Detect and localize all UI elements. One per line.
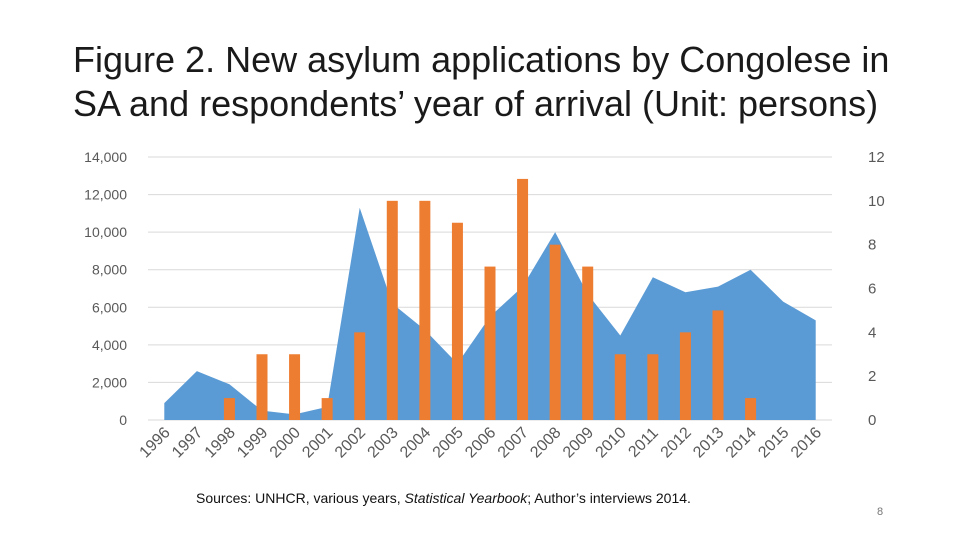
y-right-tick-label: 10 — [868, 193, 885, 210]
x-tick-label: 2001 — [299, 424, 336, 461]
y-right-tick-label: 4 — [868, 324, 876, 341]
x-tick-label: 2002 — [332, 424, 369, 461]
slide-title-line-1: Figure 2. New asylum applications by Con… — [73, 39, 890, 80]
y-left-tick-label: 10,000 — [84, 224, 127, 240]
bar — [484, 266, 496, 420]
x-tick-label: 1996 — [137, 424, 174, 461]
x-tick-label: 2006 — [462, 424, 499, 461]
x-tick-label: 1998 — [202, 424, 239, 461]
y-left-tick-label: 2,000 — [92, 374, 127, 390]
x-tick-label: 2012 — [658, 424, 695, 461]
page-number: 8 — [877, 506, 884, 518]
bar — [679, 332, 691, 420]
bar — [712, 310, 724, 420]
bar — [419, 200, 431, 420]
bar — [614, 354, 626, 420]
y-right-tick-label: 0 — [868, 412, 876, 429]
x-tick-label: 1997 — [169, 424, 206, 461]
bar — [223, 398, 235, 420]
y-left-tick-label: 4,000 — [92, 337, 127, 353]
y-right-tick-label: 12 — [868, 149, 885, 166]
x-tick-label: 2005 — [430, 424, 467, 461]
x-tick-label: 2008 — [527, 424, 564, 461]
y-right-tick-label: 6 — [868, 281, 876, 298]
bar — [517, 178, 529, 420]
x-tick-label: 2009 — [560, 424, 597, 461]
slide-title: Figure 2. New asylum applications by Con… — [73, 38, 913, 126]
x-tick-label: 2014 — [723, 424, 760, 461]
x-tick-label: 2016 — [788, 424, 825, 461]
slide-title-line-2: SA and respondents’ year of arrival (Uni… — [73, 83, 879, 124]
x-tick-label: 2007 — [495, 424, 532, 461]
source-prefix: Sources: UNHCR, various years, — [196, 490, 405, 506]
y-left-tick-label: 14,000 — [84, 149, 127, 165]
x-tick-label: 2000 — [267, 424, 304, 461]
x-tick-label: 2003 — [365, 424, 402, 461]
bar — [647, 354, 659, 420]
x-tick-label: 2011 — [626, 425, 662, 461]
y-right-tick-label: 8 — [868, 237, 876, 254]
bar — [256, 354, 268, 420]
x-tick-label: 1999 — [234, 424, 271, 461]
bar — [745, 398, 757, 420]
bar — [549, 244, 561, 420]
source-italic: Statistical Yearbook — [404, 490, 528, 506]
x-tick-label: 2004 — [397, 424, 434, 461]
y-left-tick-label: 8,000 — [92, 262, 127, 278]
y-left-tick-label: 6,000 — [92, 299, 127, 315]
y-right-tick-label: 2 — [868, 368, 876, 385]
combo-chart: 0 2,000 4,000 6,000 8,000 10,000 12,000 14,000 0… — [84, 149, 885, 461]
bar — [451, 222, 463, 420]
bar — [289, 354, 301, 420]
bar — [386, 200, 398, 420]
x-tick-label: 2015 — [755, 424, 792, 461]
y-left-tick-label: 12,000 — [84, 187, 127, 203]
bar — [321, 398, 333, 420]
y-left-tick-label: 0 — [119, 412, 127, 428]
x-tick-label: 2010 — [593, 424, 630, 461]
bar — [354, 332, 366, 420]
bar — [582, 266, 594, 420]
x-tick-label: 2013 — [690, 424, 727, 461]
source-suffix: ; Author’s interviews 2014. — [527, 490, 691, 506]
